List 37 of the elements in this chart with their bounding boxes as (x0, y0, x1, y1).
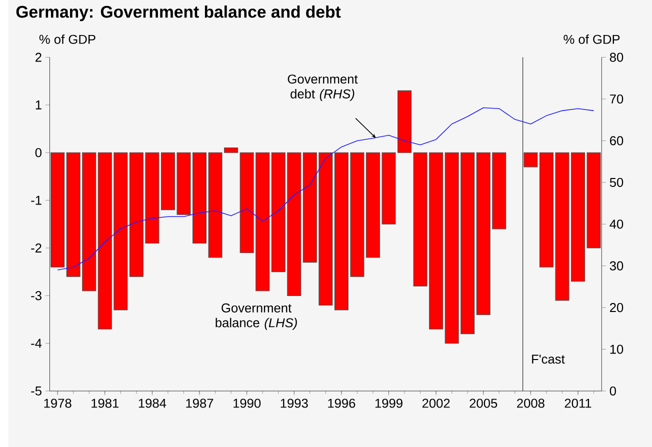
x-tick-label: 2005 (470, 398, 498, 408)
y-tick-label: -5 (31, 386, 42, 396)
y2-tick-label: 40 (610, 219, 624, 229)
y-axis-title: % of GDP (39, 34, 96, 44)
line-series (57, 107, 594, 270)
y-tick-label: -4 (31, 338, 42, 348)
y2-tick-label: 10 (610, 344, 624, 354)
x-tick-label: 1993 (280, 398, 308, 408)
y2-tick-label: 20 (610, 302, 624, 312)
bar (50, 152, 65, 268)
x-tick-label: 2008 (517, 398, 544, 408)
x-tick-label: 2011 (564, 398, 592, 408)
y2-axis-title: % of GDP (564, 34, 620, 44)
y2-tick-label: 30 (610, 261, 624, 270)
y2-tick-label: 50 (610, 178, 624, 187)
x-tick-label: 1984 (138, 398, 166, 408)
annotation: Government balance (LHS) (216, 303, 297, 330)
y2-tick-label: 80 (610, 52, 624, 62)
y-tick-label: -2 (31, 243, 42, 252)
ref-line-label: F'cast (532, 354, 565, 364)
x-tick-label: 2002 (422, 398, 450, 408)
y-tick-label: 2 (36, 52, 42, 62)
y-tick-label: 0 (35, 148, 42, 158)
x-tick-label: 1990 (234, 398, 261, 408)
chart-title: Germany: Government balance and debt (16, 5, 341, 21)
x-tick-label: 1996 (328, 398, 356, 408)
y-tick-label: -3 (31, 290, 42, 300)
x-tick-label: 1999 (375, 398, 402, 408)
x-tick-label: 1978 (44, 398, 72, 408)
annotation: Government debt (RHS) (288, 74, 358, 101)
x-tick-label: 1987 (186, 398, 214, 408)
x-tick-label: 1981 (92, 398, 119, 408)
y2-tick-label: 70 (610, 94, 624, 104)
y2-tick-label: 0 (610, 386, 616, 396)
y-tick-label: -1 (31, 196, 42, 205)
y-tick-label: 1 (36, 100, 42, 110)
y2-tick-label: 60 (610, 136, 624, 146)
